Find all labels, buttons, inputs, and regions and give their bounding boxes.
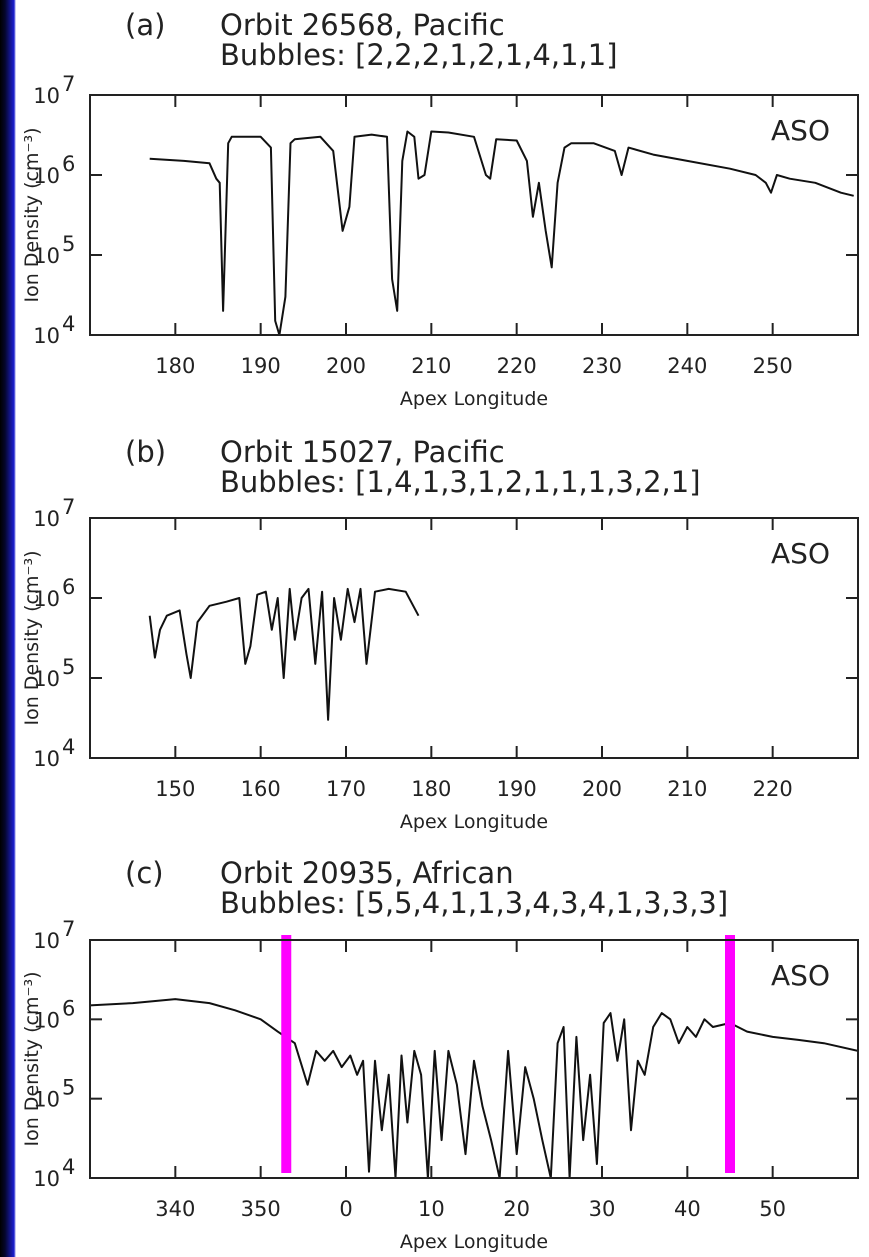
x-axis-label: Apex Longitude <box>400 388 548 410</box>
x-tick-label: 210 <box>667 777 707 801</box>
y-tick-exponent: 4 <box>62 735 75 759</box>
plot-frame <box>89 517 859 759</box>
y-tick-exponent: 4 <box>62 312 75 336</box>
x-tick-label: 10 <box>418 1197 445 1221</box>
chart-title: Orbit 26568, Pacific <box>220 8 505 42</box>
chart-subtitle: Bubbles: [1,4,1,3,1,2,1,1,1,3,2,1] <box>220 465 701 499</box>
x-tick-label: 30 <box>589 1197 616 1221</box>
chart-subtitle: Bubbles: [2,2,2,1,2,1,4,1,1] <box>220 38 618 72</box>
y-tick-label: 10 <box>33 1008 60 1032</box>
y-tick-exponent: 6 <box>62 996 75 1020</box>
aso-annotation: ASO <box>771 959 830 992</box>
ion-density-series <box>149 130 854 335</box>
y-tick-label: 10 <box>33 324 60 348</box>
x-tick-label: 250 <box>753 354 793 378</box>
y-tick-exponent: 6 <box>62 152 75 176</box>
x-axis-label: Apex Longitude <box>400 811 548 833</box>
y-tick-exponent: 5 <box>62 655 75 679</box>
x-tick-label: 170 <box>326 777 366 801</box>
y-tick-exponent: 5 <box>62 232 75 256</box>
x-tick-label: 220 <box>497 354 537 378</box>
y-tick-label: 10 <box>33 164 60 188</box>
y-axis-label: Ion Density (cm⁻³) <box>21 971 43 1146</box>
y-tick-label: 10 <box>33 1088 60 1112</box>
aso-annotation: ASO <box>771 114 830 147</box>
x-tick-label: 190 <box>241 354 281 378</box>
chart-title: Orbit 20935, African <box>220 856 514 890</box>
chart-title: Orbit 15027, Pacific <box>220 435 505 469</box>
x-axis-label: Apex Longitude <box>400 1231 548 1253</box>
y-tick-label: 10 <box>33 507 60 531</box>
panel-label: (b) <box>125 435 166 469</box>
x-tick-label: 350 <box>241 1197 281 1221</box>
y-tick-exponent: 6 <box>62 575 75 599</box>
vertical-marker <box>725 935 735 1173</box>
x-tick-label: 50 <box>759 1197 786 1221</box>
x-tick-label: 0 <box>339 1197 352 1221</box>
y-tick-label: 10 <box>33 929 60 953</box>
y-axis-label: Ion Density (cm⁻³) <box>21 127 43 302</box>
y-tick-label: 10 <box>33 667 60 691</box>
y-tick-exponent: 4 <box>62 1155 75 1179</box>
x-tick-label: 190 <box>497 777 537 801</box>
x-tick-label: 20 <box>503 1197 530 1221</box>
y-tick-exponent: 7 <box>62 495 75 519</box>
panel-label: (a) <box>125 8 165 42</box>
y-tick-label: 10 <box>33 84 60 108</box>
x-tick-label: 230 <box>582 354 622 378</box>
y-tick-exponent: 5 <box>62 1076 75 1100</box>
ion-density-series <box>148 587 420 721</box>
y-tick-label: 10 <box>33 587 60 611</box>
plot-frame <box>89 94 859 336</box>
plot-frame <box>89 939 859 1179</box>
panel-label: (c) <box>125 856 164 890</box>
x-tick-label: 200 <box>326 354 366 378</box>
y-tick-label: 10 <box>33 747 60 771</box>
x-tick-label: 40 <box>674 1197 701 1221</box>
x-tick-label: 200 <box>582 777 622 801</box>
x-tick-label: 210 <box>411 354 451 378</box>
ion-density-series <box>90 998 858 1178</box>
y-tick-exponent: 7 <box>62 917 75 941</box>
y-tick-exponent: 7 <box>62 72 75 96</box>
x-tick-label: 340 <box>155 1197 195 1221</box>
y-tick-label: 10 <box>33 244 60 268</box>
x-tick-label: 180 <box>155 354 195 378</box>
vertical-marker <box>281 935 292 1173</box>
chart-subtitle: Bubbles: [5,5,4,1,1,3,4,3,4,1,3,3,3] <box>220 886 728 920</box>
x-tick-label: 240 <box>667 354 707 378</box>
x-tick-label: 220 <box>753 777 793 801</box>
x-tick-label: 180 <box>411 777 451 801</box>
aso-annotation: ASO <box>771 537 830 570</box>
x-tick-label: 150 <box>155 777 195 801</box>
y-tick-label: 10 <box>33 1167 60 1191</box>
y-axis-label: Ion Density (cm⁻³) <box>21 550 43 725</box>
x-tick-label: 160 <box>241 777 281 801</box>
